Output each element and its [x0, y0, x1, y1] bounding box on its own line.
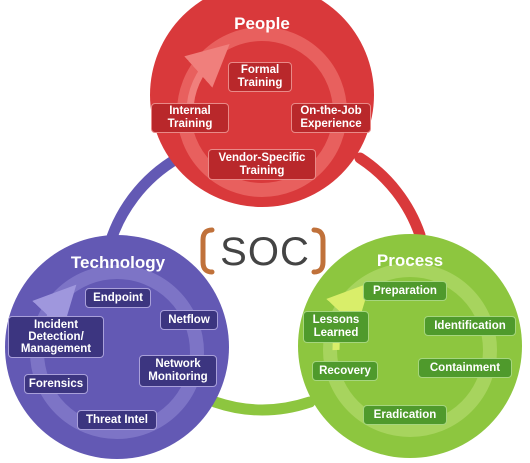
people-item-vendor-specific-training: Vendor-Specific Training — [208, 149, 316, 180]
technology-item-incident-detection-management: Incident Detection/ Management — [8, 316, 104, 358]
people-title: People — [234, 14, 290, 33]
process-item-identification: Identification — [424, 316, 516, 336]
process-item-eradication: Eradication — [363, 405, 447, 425]
soc-center-label: SOC — [220, 230, 310, 274]
people-item-on-the-job-experience: On-the-Job Experience — [291, 103, 371, 133]
technology-item-netflow: Netflow — [160, 310, 218, 330]
soc-right-bracket — [311, 227, 326, 275]
soc-left-bracket — [200, 227, 215, 275]
technology-item-endpoint: Endpoint — [85, 288, 151, 308]
process-title: Process — [376, 251, 444, 270]
process-item-preparation: Preparation — [363, 281, 447, 301]
people-item-formal-training: Formal Training — [228, 62, 292, 92]
technology-item-forensics: Forensics — [24, 374, 88, 394]
people-item-internal-training: Internal Training — [151, 103, 229, 133]
ring-arc-people-process — [354, 152, 426, 241]
technology-item-network-monitoring: Network Monitoring — [139, 355, 217, 387]
ring-arc-technology-process — [209, 396, 316, 416]
process-item-lessons-learned: Lessons Learned — [303, 311, 369, 343]
technology-title: Technology — [70, 253, 166, 272]
process-item-containment: Containment — [418, 358, 512, 378]
process-item-recovery: Recovery — [312, 361, 378, 381]
process-cycle-ring — [323, 263, 497, 437]
technology-item-threat-intel: Threat Intel — [77, 410, 157, 430]
